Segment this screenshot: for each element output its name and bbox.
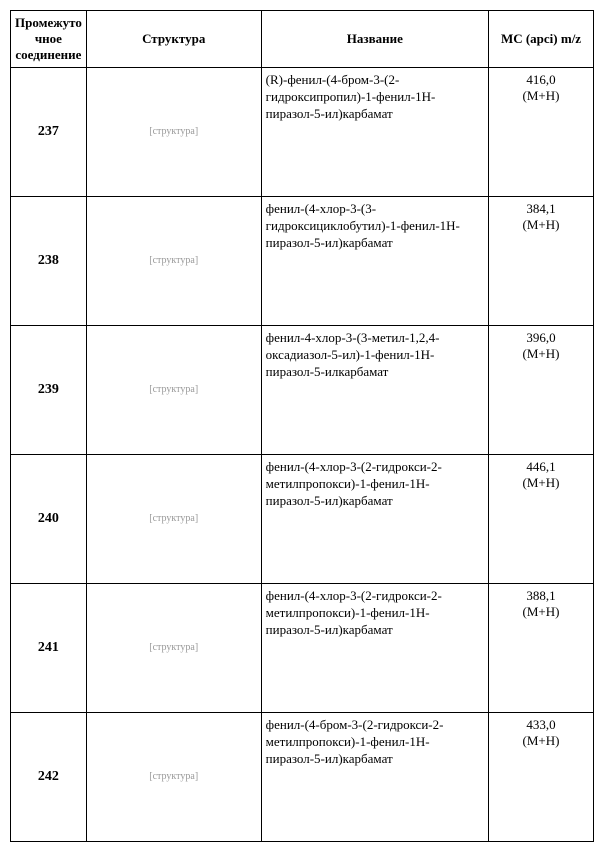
header-id: Промежуто чное соединение bbox=[11, 11, 87, 68]
ms-cell: 416,0 (M+H) bbox=[489, 68, 594, 197]
ms-adduct: (M+H) bbox=[523, 88, 560, 103]
structure-image: [структура] bbox=[91, 459, 257, 579]
compound-name: фенил-4-хлор-3-(3-метил-1,2,4-оксадиазол… bbox=[261, 326, 488, 455]
ms-adduct: (M+H) bbox=[523, 217, 560, 232]
ms-adduct: (M+H) bbox=[523, 733, 560, 748]
table-row: 240 [структура] фенил-(4-хлор-3-(2-гидро… bbox=[11, 455, 594, 584]
header-ms: МС (apci) m/z bbox=[489, 11, 594, 68]
ms-value: 396,0 bbox=[526, 330, 555, 345]
structure-image: [структура] bbox=[91, 330, 257, 450]
ms-value: 433,0 bbox=[526, 717, 555, 732]
compound-name: фенил-(4-бром-3-(2-гидрокси-2-метилпропо… bbox=[261, 713, 488, 842]
table-header-row: Промежуто чное соединение Структура Назв… bbox=[11, 11, 594, 68]
structure-cell: [структура] bbox=[86, 584, 261, 713]
structure-image: [структура] bbox=[91, 201, 257, 321]
compound-name: фенил-(4-хлор-3-(2-гидрокси-2-метилпропо… bbox=[261, 455, 488, 584]
table-row: 242 [структура] фенил-(4-бром-3-(2-гидро… bbox=[11, 713, 594, 842]
ms-cell: 433,0 (M+H) bbox=[489, 713, 594, 842]
header-structure: Структура bbox=[86, 11, 261, 68]
compound-id: 241 bbox=[11, 584, 87, 713]
ms-cell: 446,1 (M+H) bbox=[489, 455, 594, 584]
structure-cell: [структура] bbox=[86, 455, 261, 584]
compound-name: (R)-фенил-(4-бром-3-(2-гидроксипропил)-1… bbox=[261, 68, 488, 197]
compound-id: 238 bbox=[11, 197, 87, 326]
ms-adduct: (M+H) bbox=[523, 346, 560, 361]
table-row: 238 [структура] фенил-(4-хлор-3-(3-гидро… bbox=[11, 197, 594, 326]
ms-cell: 384,1 (M+H) bbox=[489, 197, 594, 326]
compound-id: 240 bbox=[11, 455, 87, 584]
compound-name: фенил-(4-хлор-3-(3-гидроксициклобутил)-1… bbox=[261, 197, 488, 326]
ms-adduct: (M+H) bbox=[523, 604, 560, 619]
header-name: Название bbox=[261, 11, 488, 68]
structure-image: [структура] bbox=[91, 717, 257, 837]
ms-value: 446,1 bbox=[526, 459, 555, 474]
ms-cell: 388,1 (M+H) bbox=[489, 584, 594, 713]
structure-cell: [структура] bbox=[86, 713, 261, 842]
ms-cell: 396,0 (M+H) bbox=[489, 326, 594, 455]
compound-name: фенил-(4-хлор-3-(2-гидрокси-2-метилпропо… bbox=[261, 584, 488, 713]
compound-id: 242 bbox=[11, 713, 87, 842]
table-row: 239 [структура] фенил-4-хлор-3-(3-метил-… bbox=[11, 326, 594, 455]
structure-image: [структура] bbox=[91, 72, 257, 192]
structure-cell: [структура] bbox=[86, 68, 261, 197]
structure-image: [структура] bbox=[91, 588, 257, 708]
ms-value: 388,1 bbox=[526, 588, 555, 603]
ms-value: 416,0 bbox=[526, 72, 555, 87]
table-row: 241 [структура] фенил-(4-хлор-3-(2-гидро… bbox=[11, 584, 594, 713]
compound-table: Промежуто чное соединение Структура Назв… bbox=[10, 10, 594, 842]
ms-value: 384,1 bbox=[526, 201, 555, 216]
ms-adduct: (M+H) bbox=[523, 475, 560, 490]
compound-id: 237 bbox=[11, 68, 87, 197]
compound-id: 239 bbox=[11, 326, 87, 455]
table-row: 237 [структура] (R)-фенил-(4-бром-3-(2-г… bbox=[11, 68, 594, 197]
structure-cell: [структура] bbox=[86, 326, 261, 455]
structure-cell: [структура] bbox=[86, 197, 261, 326]
